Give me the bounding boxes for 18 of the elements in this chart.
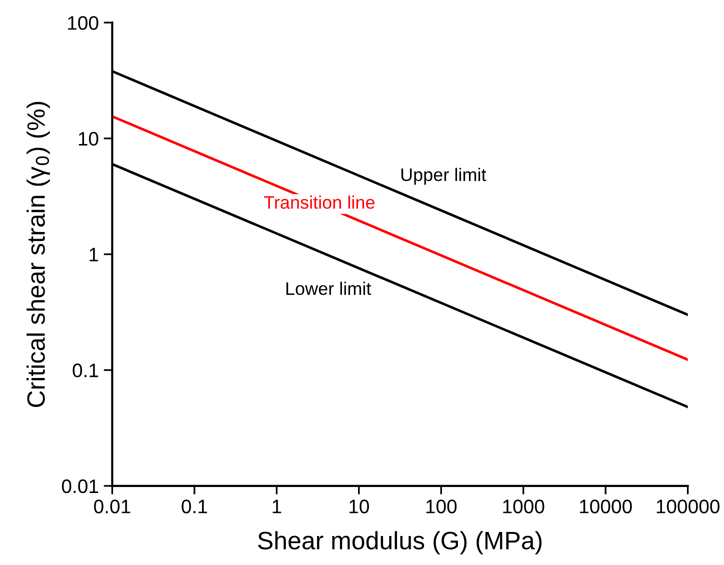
x-tick-label: 100 [426, 500, 457, 514]
y-axis-title: Critical shear strain (γ$_{0}$) (%) [26, 102, 50, 407]
x-tick-label: 100000 [656, 500, 720, 514]
y-tick-label: 0.1 [72, 364, 98, 378]
x-axis-title: Shear modulus (G) (MPa) [258, 531, 542, 554]
y-tick-label: 1 [90, 248, 98, 262]
y-tick-label: 100 [68, 16, 98, 30]
x-tick-label: 1000 [503, 500, 544, 514]
series-label: Lower limit [286, 282, 372, 296]
series-label: Upper limit [401, 168, 486, 185]
series-label: Transition line [264, 196, 374, 209]
y-tick-label: 0.01 [62, 479, 98, 494]
x-tick-label: 0.01 [94, 500, 130, 514]
y-tick-label: 10 [78, 132, 98, 146]
x-tick-label: 10000 [580, 500, 632, 514]
x-tick-label: 1 [272, 500, 282, 514]
x-tick-label: 0.1 [182, 500, 208, 514]
x-tick-label: 10 [350, 500, 369, 514]
